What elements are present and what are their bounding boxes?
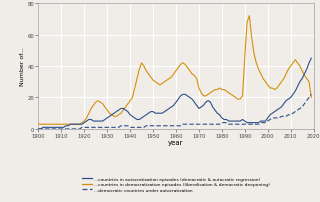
...countries in democratization episodes (liberalisation & democratic deepening) <box>309 97 313 99</box>
...countries in democratization episodes (liberalisation & democratic deepening) <box>188 70 192 73</box>
Line: ...countries in autocratization episodes (democratic & autocratic regression): ...countries in autocratization episodes… <box>38 59 311 129</box>
...countries in autocratization episodes (democratic & autocratic regression) <box>110 114 114 116</box>
...democratic countries under autocratization <box>225 122 228 124</box>
...countries in democratization episodes (liberalisation & democratic deepening) <box>94 101 98 104</box>
Line: ...democratic countries under autocratization: ...democratic countries under autocratiz… <box>38 95 311 129</box>
Line: ...countries in democratization episodes (liberalisation & democratic deepening): ...countries in democratization episodes… <box>38 17 311 125</box>
...countries in autocratization episodes (democratic & autocratic regression) <box>94 120 98 123</box>
...democratic countries under autocratization <box>110 126 114 129</box>
...countries in democratization episodes (liberalisation & democratic deepening) <box>110 114 114 116</box>
...countries in autocratization episodes (democratic & autocratic regression) <box>225 119 228 121</box>
X-axis label: year: year <box>168 140 184 146</box>
...countries in autocratization episodes (democratic & autocratic regression) <box>309 58 313 60</box>
...countries in autocratization episodes (democratic & autocratic regression) <box>300 78 304 80</box>
...countries in autocratization episodes (democratic & autocratic regression) <box>36 128 40 130</box>
...democratic countries under autocratization <box>188 123 192 126</box>
Legend: ...countries in autocratization episodes (democratic & autocratic regression), .: ...countries in autocratization episodes… <box>82 177 270 192</box>
...countries in democratization episodes (liberalisation & democratic deepening) <box>225 90 228 93</box>
...countries in democratization episodes (liberalisation & democratic deepening) <box>247 15 251 18</box>
...countries in democratization episodes (liberalisation & democratic deepening) <box>36 123 40 126</box>
...countries in autocratization episodes (democratic & autocratic regression) <box>188 97 192 99</box>
...democratic countries under autocratization <box>94 126 98 129</box>
...democratic countries under autocratization <box>309 94 313 96</box>
...democratic countries under autocratization <box>300 106 304 109</box>
...democratic countries under autocratization <box>252 123 256 126</box>
...countries in democratization episodes (liberalisation & democratic deepening) <box>254 62 258 65</box>
...countries in democratization episodes (liberalisation & democratic deepening) <box>302 75 306 77</box>
Y-axis label: Number of...: Number of... <box>20 47 25 86</box>
...democratic countries under autocratization <box>36 128 40 130</box>
...countries in autocratization episodes (democratic & autocratic regression) <box>252 122 256 124</box>
